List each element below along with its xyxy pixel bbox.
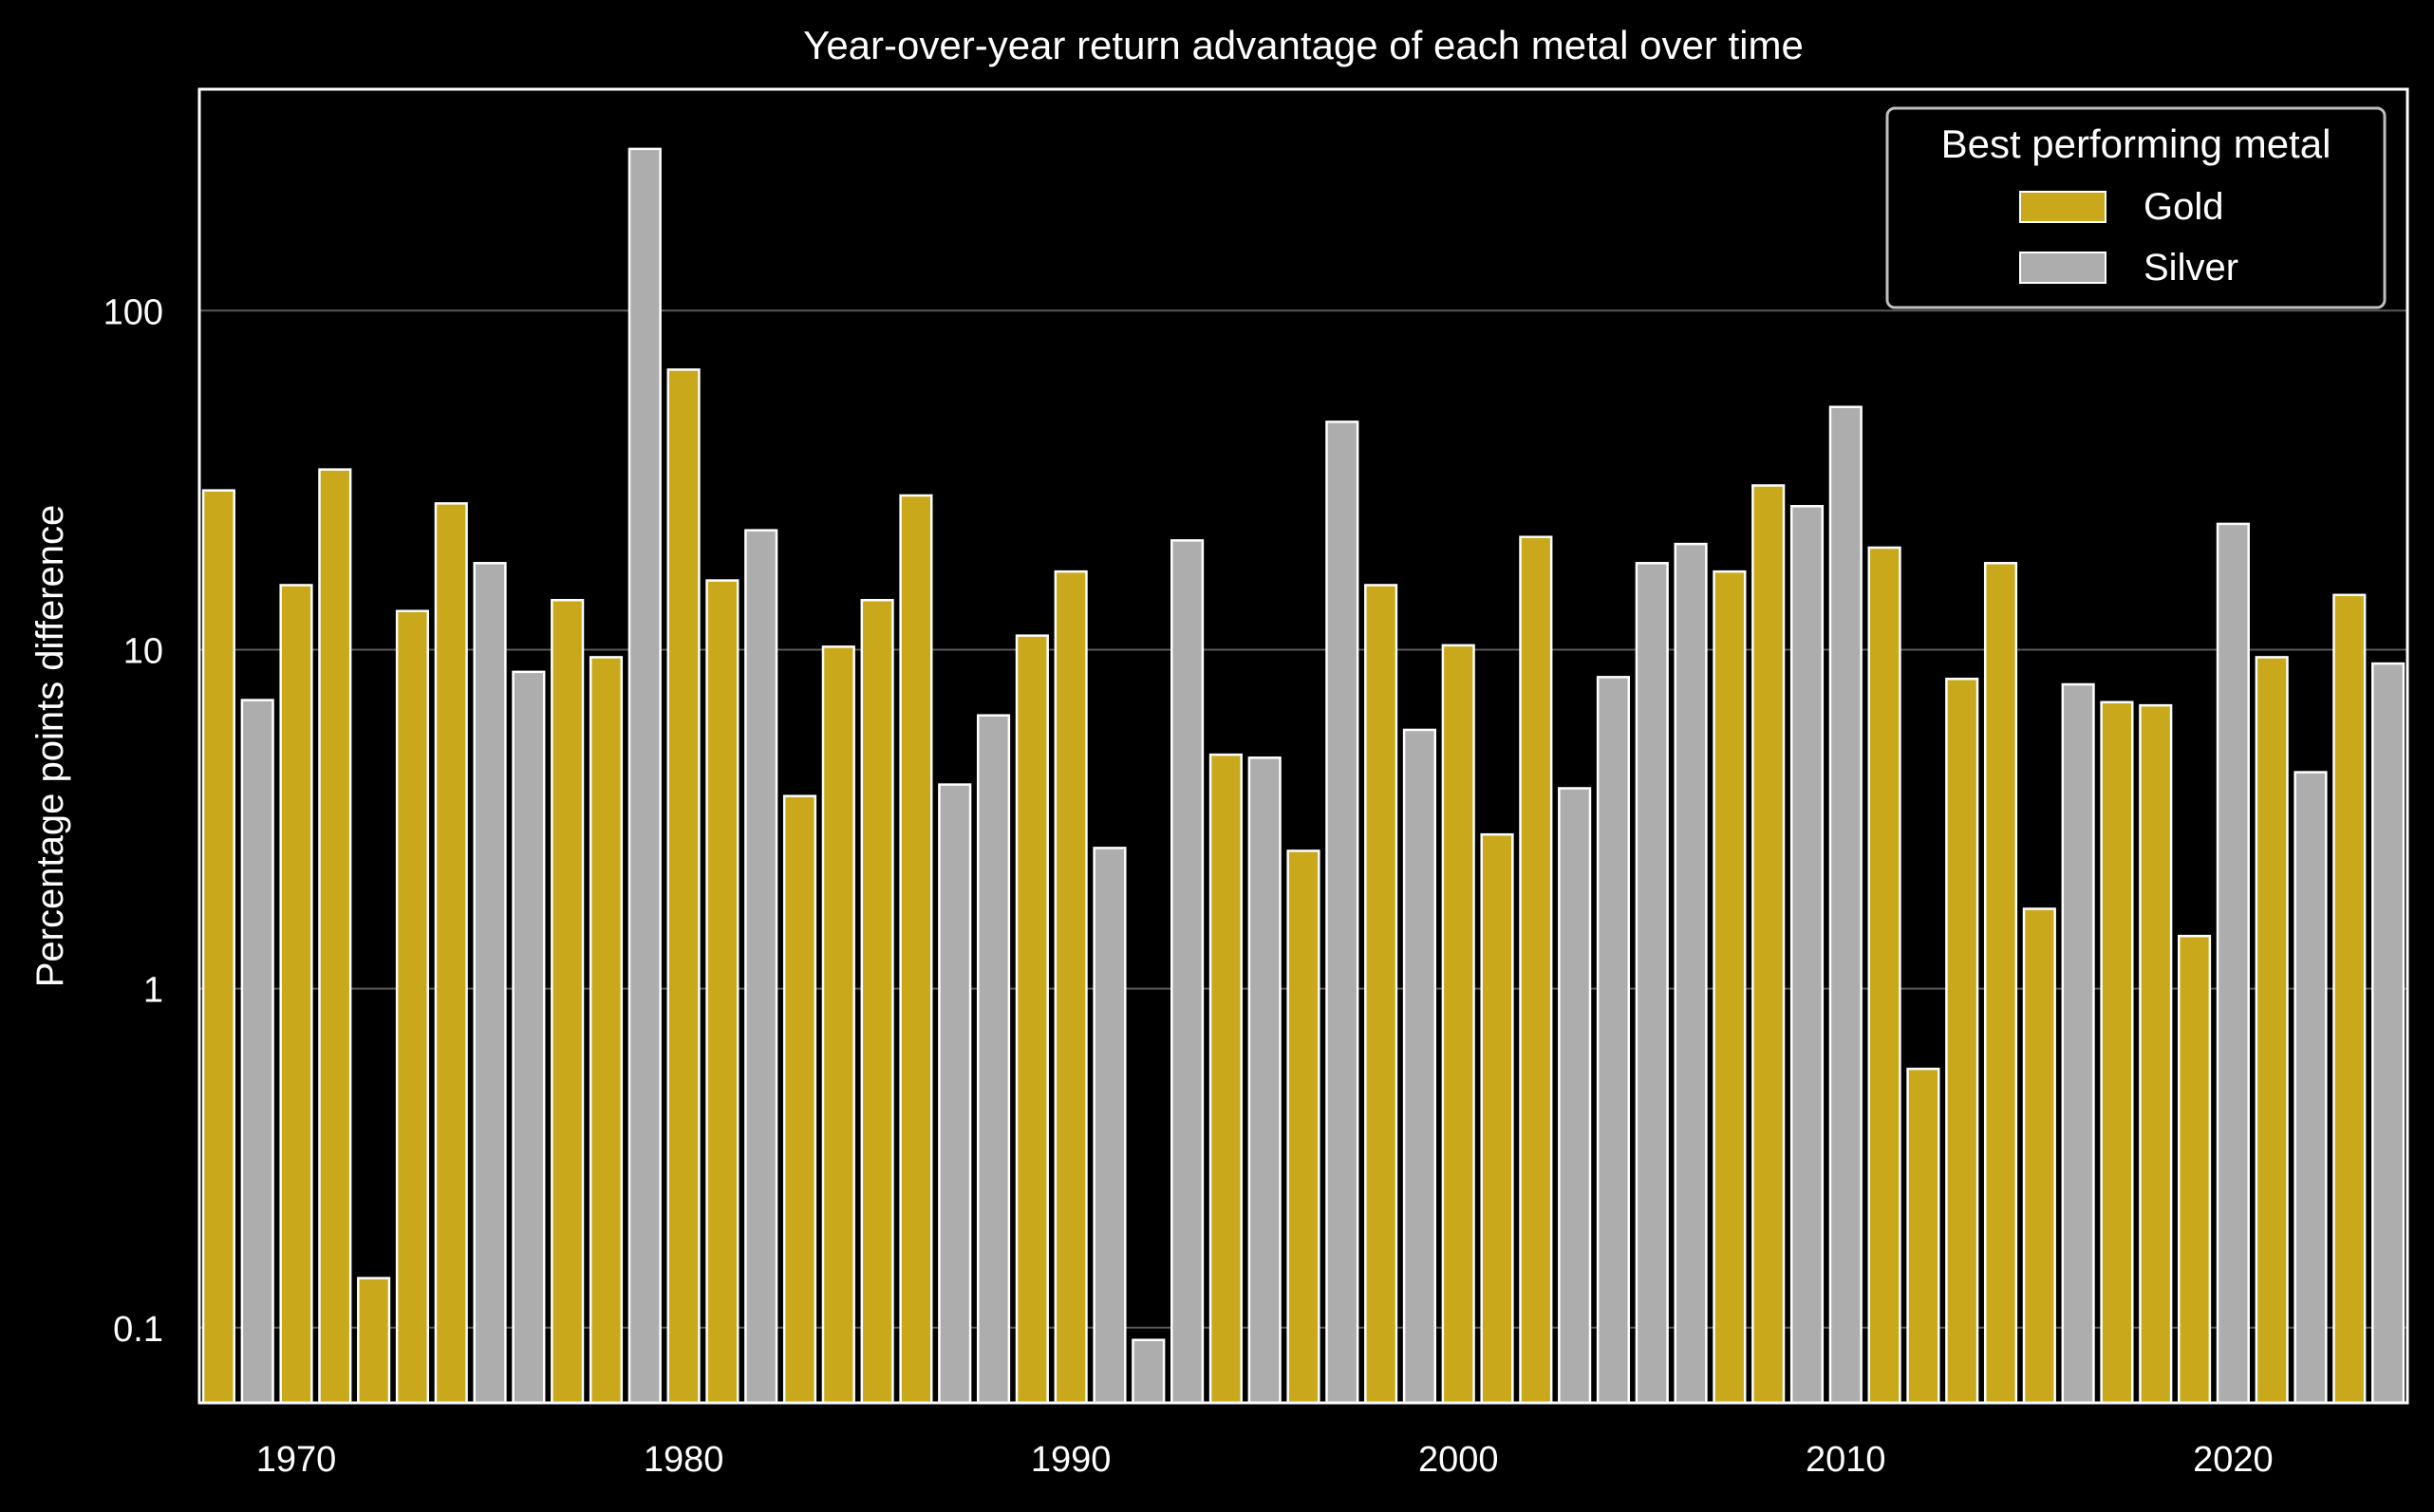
chart-title: Year-over-year return advantage of each …: [803, 23, 1804, 67]
y-tick-label: 10: [123, 631, 163, 671]
bar-gold-1998: [1364, 584, 1398, 1405]
bar-gold-1986: [899, 494, 933, 1405]
x-tick-label: 1990: [1031, 1440, 1112, 1480]
bar-gold-2017: [2100, 700, 2134, 1405]
y-tick-label: 100: [103, 292, 163, 332]
bar-gold-2018: [2139, 703, 2173, 1405]
bar-gold-2012: [1906, 1067, 1940, 1405]
legend-label-silver: Silver: [2144, 247, 2238, 289]
bar-silver-2010: [1828, 405, 1863, 1405]
bar-silver-1969: [240, 699, 274, 1405]
bar-silver-2005: [1635, 562, 1669, 1405]
bar-gold-1996: [1286, 849, 1320, 1405]
bar-gold-1984: [821, 645, 855, 1405]
legend-title: Best performing metal: [1941, 121, 2331, 166]
bar-silver-1995: [1247, 756, 1282, 1405]
x-tick-label: 2000: [1418, 1440, 1499, 1480]
bar-gold-2023: [2332, 593, 2367, 1405]
bar-gold-2000: [1441, 644, 1475, 1405]
bar-gold-2011: [1867, 546, 1901, 1405]
bar-silver-2009: [1789, 505, 1825, 1405]
y-axis-label: Percentage points difference: [29, 505, 71, 988]
x-tick-label: 2010: [1806, 1440, 1886, 1480]
bar-gold-2001: [1480, 832, 1514, 1405]
bar-gold-1973: [395, 609, 430, 1405]
y-axis-ticks: 0.1 1 10 100: [103, 292, 163, 1349]
x-axis-ticks: 1970 1980 1990 2000 2010 2020: [256, 1440, 2274, 1480]
bar-silver-1997: [1325, 420, 1359, 1405]
bar-silver-1979: [627, 147, 662, 1405]
bar-gold-2021: [2255, 656, 2289, 1405]
legend-swatch-silver: [2019, 252, 2106, 284]
legend-box: [1885, 106, 2387, 309]
x-tick-label: 1980: [644, 1440, 724, 1480]
y-tick-label: 0.1: [113, 1310, 163, 1350]
bar-silver-1975: [473, 562, 507, 1405]
bar-gold-1977: [551, 599, 585, 1405]
bar-gold-1972: [357, 1277, 391, 1405]
bar-gold-1990: [1054, 569, 1088, 1405]
bar-gold-1989: [1015, 634, 1049, 1405]
x-tick-label: 2020: [2193, 1440, 2274, 1480]
bar-gold-1980: [666, 368, 701, 1405]
bar-silver-2024: [2371, 662, 2406, 1405]
bar-gold-1974: [434, 502, 468, 1405]
bar-silver-2020: [2216, 522, 2250, 1405]
x-tick-label: 1970: [256, 1440, 337, 1480]
bar-gold-1981: [705, 579, 740, 1405]
legend-swatch-gold: [2019, 191, 2106, 223]
bar-gold-2008: [1751, 484, 1786, 1405]
legend: Best performing metal Gold Silver: [1885, 106, 2387, 309]
bar-silver-1987: [938, 783, 972, 1405]
bar-silver-2003: [1558, 787, 1592, 1405]
bar-silver-1993: [1170, 539, 1205, 1405]
bar-gold-1978: [589, 656, 624, 1405]
plot-frame: [197, 87, 2409, 1405]
bar-gold-2015: [2022, 907, 2056, 1405]
bar-silver-1988: [976, 714, 1011, 1405]
bar-silver-2006: [1674, 542, 1708, 1405]
bar-silver-1976: [512, 670, 546, 1405]
bars: [201, 147, 2406, 1405]
bar-silver-1992: [1132, 1338, 1166, 1405]
bar-gold-2019: [2177, 934, 2212, 1405]
bar-gold-1970: [279, 584, 313, 1405]
bar-silver-1982: [744, 529, 778, 1405]
bar-gold-1971: [318, 468, 352, 1405]
bar-silver-2004: [1596, 676, 1631, 1405]
bar-gold-1985: [860, 599, 894, 1405]
bar-gold-2014: [1983, 562, 2018, 1405]
bar-silver-2016: [2061, 682, 2095, 1405]
bar-gold-1968: [201, 489, 235, 1405]
bar-gold-2002: [1519, 535, 1553, 1405]
bar-silver-1999: [1402, 728, 1436, 1405]
bar-silver-2022: [2294, 771, 2328, 1405]
bar-gold-1994: [1208, 753, 1243, 1405]
bar-gold-1983: [782, 794, 817, 1405]
bar-gold-2007: [1713, 569, 1747, 1405]
bar-silver-1991: [1093, 847, 1127, 1405]
y-tick-label: 1: [143, 971, 163, 1011]
legend-label-gold: Gold: [2144, 186, 2224, 228]
bar-gold-2013: [1945, 677, 1979, 1405]
